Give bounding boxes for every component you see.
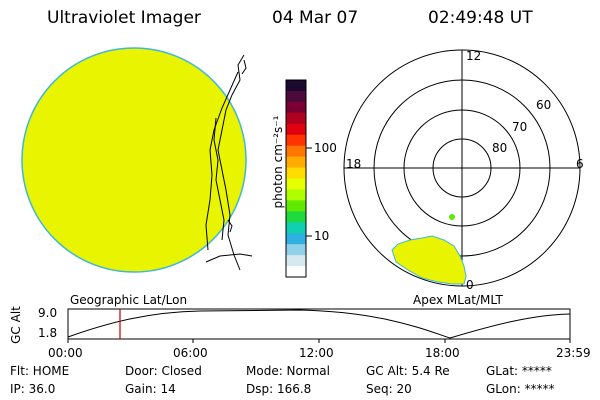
date-label: 04 Mar 07 xyxy=(272,8,359,28)
colorbar-segment xyxy=(286,200,306,212)
mlt-6-label: 6 xyxy=(576,157,584,171)
lat-70-label: 70 xyxy=(512,120,528,134)
orbit-x-ticks xyxy=(67,339,571,343)
orbit-y-max: 9.0 xyxy=(38,306,58,320)
status-flight: Flt: HOME xyxy=(10,364,70,378)
instrument-title: Ultraviolet Imager xyxy=(47,8,201,28)
colorbar xyxy=(286,80,306,278)
colorbar-tick-10: 10 xyxy=(314,229,330,243)
mlt-12-label: 12 xyxy=(466,49,482,63)
orbit-x-tick-0: 00:00 xyxy=(48,346,83,360)
polar-emission-spot xyxy=(449,214,455,220)
colorbar-segment xyxy=(286,80,306,92)
colorbar-segment xyxy=(286,266,306,278)
status-door: Door: Closed xyxy=(125,364,202,378)
colorbar-segment xyxy=(286,167,306,180)
coastline-overlay xyxy=(205,54,253,271)
lat-80-label: 80 xyxy=(492,141,508,155)
orbit-y-min: 1.8 xyxy=(38,326,58,340)
geographic-label: Geographic Lat/Lon xyxy=(70,293,188,307)
orbit-x-tick-3: 18:00 xyxy=(425,346,460,360)
colorbar-segment xyxy=(286,145,306,158)
status-glon: GLon: ***** xyxy=(486,382,555,396)
colorbar-segment xyxy=(286,101,306,114)
mlt-18-label: 18 xyxy=(346,157,362,171)
status-seq: Seq: 20 xyxy=(366,382,412,396)
polar-grid xyxy=(343,49,581,287)
orbit-x-tick-2: 12:00 xyxy=(299,346,334,360)
colorbar-unit-label: photon cm⁻²s⁻¹ xyxy=(271,115,285,209)
colorbar-segment xyxy=(286,222,306,234)
colorbar-segment xyxy=(286,112,306,125)
orbit-plot-frame xyxy=(67,308,571,340)
status-gc-alt: GC Alt: 5.4 Re xyxy=(366,364,450,378)
orbit-axis-label: GC Alt xyxy=(9,306,23,344)
time-label: 02:49:48 UT xyxy=(428,8,533,28)
colorbar-segment xyxy=(286,178,306,191)
apex-label: Apex MLat/MLT xyxy=(413,293,503,307)
colorbar-segment xyxy=(286,156,306,169)
lat-60-label: 60 xyxy=(536,98,552,112)
orbit-altitude-curve xyxy=(67,309,571,339)
mlt-0-label: 0 xyxy=(466,278,474,292)
colorbar-segment xyxy=(286,233,306,245)
colorbar-segment xyxy=(286,244,306,256)
orbit-x-tick-1: 06:00 xyxy=(173,346,208,360)
status-ip: IP: 36.0 xyxy=(10,382,56,396)
colorbar-segment xyxy=(286,123,306,136)
polar-emission-region xyxy=(391,235,467,285)
colorbar-segment xyxy=(286,134,306,147)
orbit-x-tick-4: 23:59 xyxy=(556,346,591,360)
status-mode: Mode: Normal xyxy=(246,364,330,378)
uv-image-disk xyxy=(21,47,247,273)
status-glat: GLat: ***** xyxy=(486,364,552,378)
colorbar-segment xyxy=(286,189,306,201)
colorbar-segment xyxy=(286,211,306,223)
status-gain: Gain: 14 xyxy=(125,382,176,396)
status-dsp: Dsp: 166.8 xyxy=(246,382,312,396)
colorbar-tick-100: 100 xyxy=(314,141,337,155)
colorbar-segment xyxy=(286,90,306,103)
colorbar-segment xyxy=(286,255,306,267)
